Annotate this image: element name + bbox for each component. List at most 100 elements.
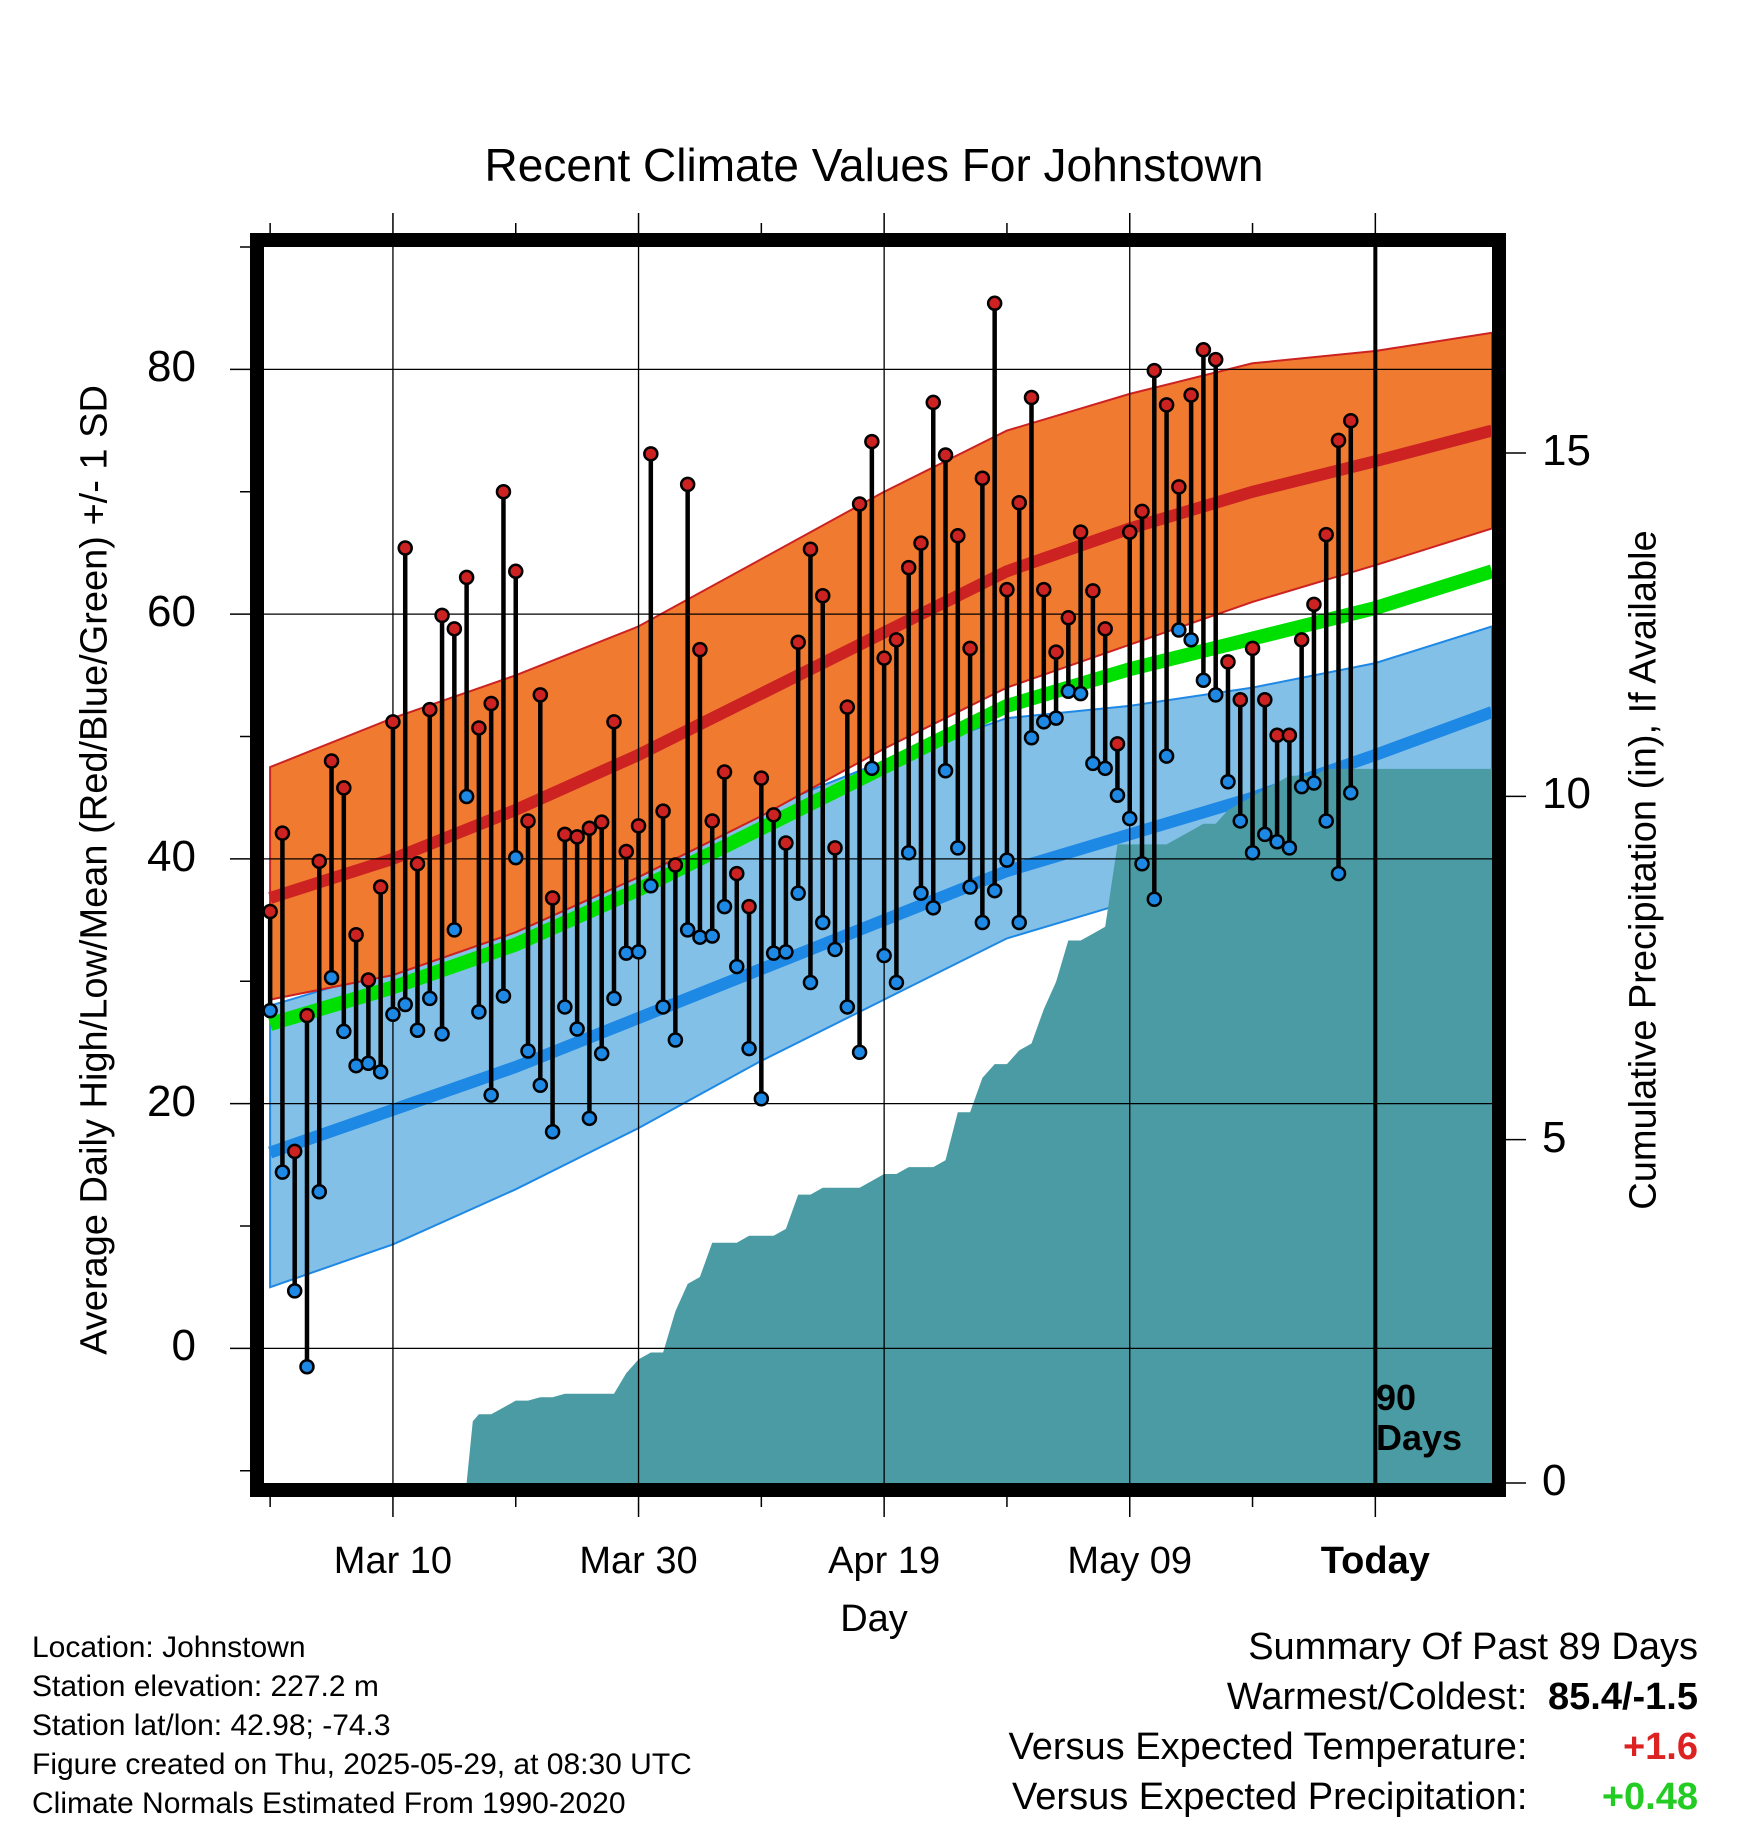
x-tick-label: Mar 10	[333, 1540, 453, 1582]
x-tick-label: May 09	[1067, 1540, 1193, 1582]
daily-high-point	[262, 903, 278, 920]
daily-high-point	[593, 814, 610, 830]
daily-high-point	[1244, 640, 1261, 657]
daily-high-point	[765, 807, 782, 823]
daily-high-point	[1306, 596, 1322, 613]
daily-low-point	[1269, 833, 1285, 850]
daily-low-point	[1306, 775, 1322, 791]
daily-low-point	[741, 1040, 757, 1057]
daily-low-point	[778, 944, 794, 960]
daily-low-point	[458, 788, 475, 805]
daily-range-bars	[267, 303, 1354, 1367]
daily-high-point	[704, 813, 720, 829]
x-tick-label-today: Today	[1320, 1540, 1430, 1582]
daily-low-point	[446, 922, 463, 938]
daily-low-point	[692, 929, 708, 945]
daily-low-point	[986, 882, 1003, 899]
chart-title: Recent Climate Values For Johnstown	[484, 139, 1264, 191]
daily-low-point	[790, 885, 806, 901]
daily-low-point	[1134, 856, 1150, 872]
daily-low-point	[569, 1021, 585, 1037]
daily-points	[262, 295, 1359, 1375]
y2-tick-label: 10	[1542, 769, 1591, 819]
daily-low-point	[1343, 785, 1359, 801]
daily-high-point	[1146, 362, 1163, 379]
daily-high-point	[581, 820, 598, 837]
daily-low-point	[900, 845, 917, 861]
y2-tick-label: 15	[1542, 426, 1591, 475]
daily-high-point	[532, 687, 549, 703]
daily-high-point	[888, 632, 905, 648]
daily-high-point	[913, 535, 929, 551]
summary-precip-label: Versus Expected Precipitation:	[1012, 1776, 1528, 1818]
today-days-number: 90	[1376, 1377, 1417, 1418]
daily-low-point	[999, 852, 1015, 868]
daily-high-point	[1048, 644, 1064, 660]
daily-low-point	[434, 1026, 450, 1042]
daily-high-point	[925, 394, 942, 411]
daily-high-point	[434, 607, 450, 624]
daily-high-point	[618, 843, 635, 860]
daily-high-point	[1097, 621, 1113, 637]
daily-low-point	[409, 1022, 426, 1038]
daily-low-point	[950, 840, 966, 856]
daily-high-point	[716, 764, 733, 780]
precip-area	[270, 768, 1492, 1483]
summary-precip-row: Versus Expected Precipitation: +0.48	[1009, 1772, 1698, 1822]
daily-low-point	[1281, 840, 1298, 856]
daily-low-point	[286, 1283, 303, 1299]
daily-low-point	[667, 1032, 684, 1048]
daily-low-point	[274, 1164, 291, 1180]
daily-high-point	[311, 853, 328, 870]
daily-high-point	[1121, 524, 1138, 540]
daily-high-point	[876, 650, 892, 666]
daily-high-point	[1171, 479, 1187, 495]
daily-high-point	[1011, 495, 1027, 511]
daily-low-point	[557, 999, 573, 1015]
daily-high-point	[741, 898, 757, 915]
daily-high-point	[814, 588, 831, 604]
daily-high-point	[864, 433, 880, 450]
daily-low-point	[1183, 632, 1199, 648]
daily-high-point	[986, 295, 1003, 312]
daily-high-point	[372, 879, 389, 895]
daily-low-point	[581, 1110, 598, 1127]
daily-high-point	[937, 447, 954, 463]
daily-low-point	[679, 922, 696, 938]
daily-low-point	[311, 1183, 328, 1200]
daily-low-point	[1011, 914, 1027, 931]
daily-low-point	[544, 1124, 561, 1140]
info-latlon: Station lat/lon: 42.98; -74.3	[32, 1709, 391, 1742]
daily-low-point	[336, 1023, 352, 1040]
daily-high-point	[802, 541, 819, 558]
daily-low-point	[1293, 778, 1310, 795]
daily-high-point	[790, 634, 806, 651]
daily-high-point	[299, 1007, 315, 1024]
daily-low-point	[606, 990, 622, 1007]
summary-temp-value: +1.6	[1622, 1726, 1698, 1768]
daily-low-point	[765, 945, 782, 961]
daily-high-point	[422, 701, 438, 718]
daily-high-point	[446, 621, 463, 637]
daily-high-point	[471, 720, 487, 736]
y2-tick-label: 0	[1542, 1456, 1567, 1505]
daily-low-point	[1048, 710, 1064, 726]
daily-high-point	[839, 699, 856, 715]
daily-high-point	[520, 813, 536, 829]
daily-low-point	[851, 1044, 868, 1060]
daily-high-point	[974, 470, 991, 487]
x-axis-label: Day	[840, 1598, 908, 1640]
daily-high-point	[544, 890, 561, 906]
daily-high-point	[692, 641, 708, 658]
daily-low-point	[483, 1087, 499, 1103]
daily-low-point	[262, 1002, 278, 1019]
plot-frame	[250, 233, 1506, 1497]
daily-high-point	[569, 829, 585, 845]
daily-low-point	[299, 1358, 315, 1375]
daily-low-point	[1220, 774, 1236, 790]
daily-high-point	[962, 640, 978, 657]
summary-temp-label: Versus Expected Temperature:	[1008, 1726, 1528, 1768]
daily-low-point	[1109, 787, 1126, 803]
daily-high-point	[827, 840, 843, 856]
daily-low-point	[888, 974, 905, 991]
